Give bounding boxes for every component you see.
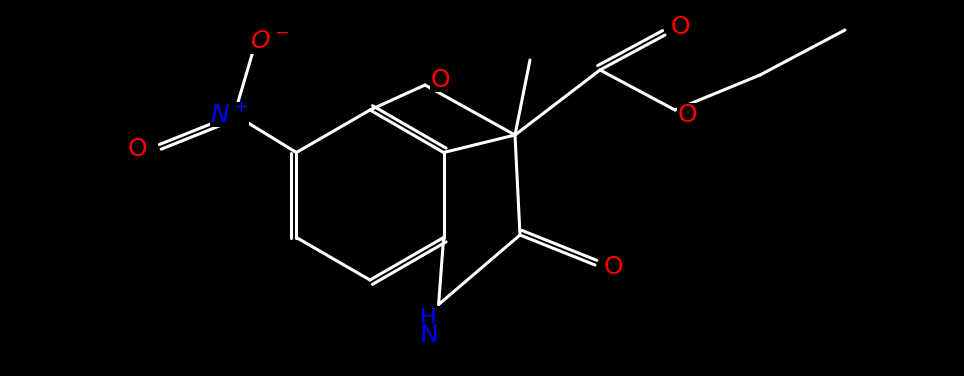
Text: N: N bbox=[419, 323, 438, 347]
Text: $O^-$: $O^-$ bbox=[250, 29, 289, 53]
Text: O: O bbox=[670, 15, 690, 39]
Text: O: O bbox=[127, 138, 147, 162]
Text: O: O bbox=[603, 255, 623, 279]
Text: $N^+$: $N^+$ bbox=[210, 102, 249, 127]
Text: O: O bbox=[677, 103, 697, 127]
Text: H: H bbox=[420, 308, 437, 327]
Text: O: O bbox=[430, 68, 450, 92]
